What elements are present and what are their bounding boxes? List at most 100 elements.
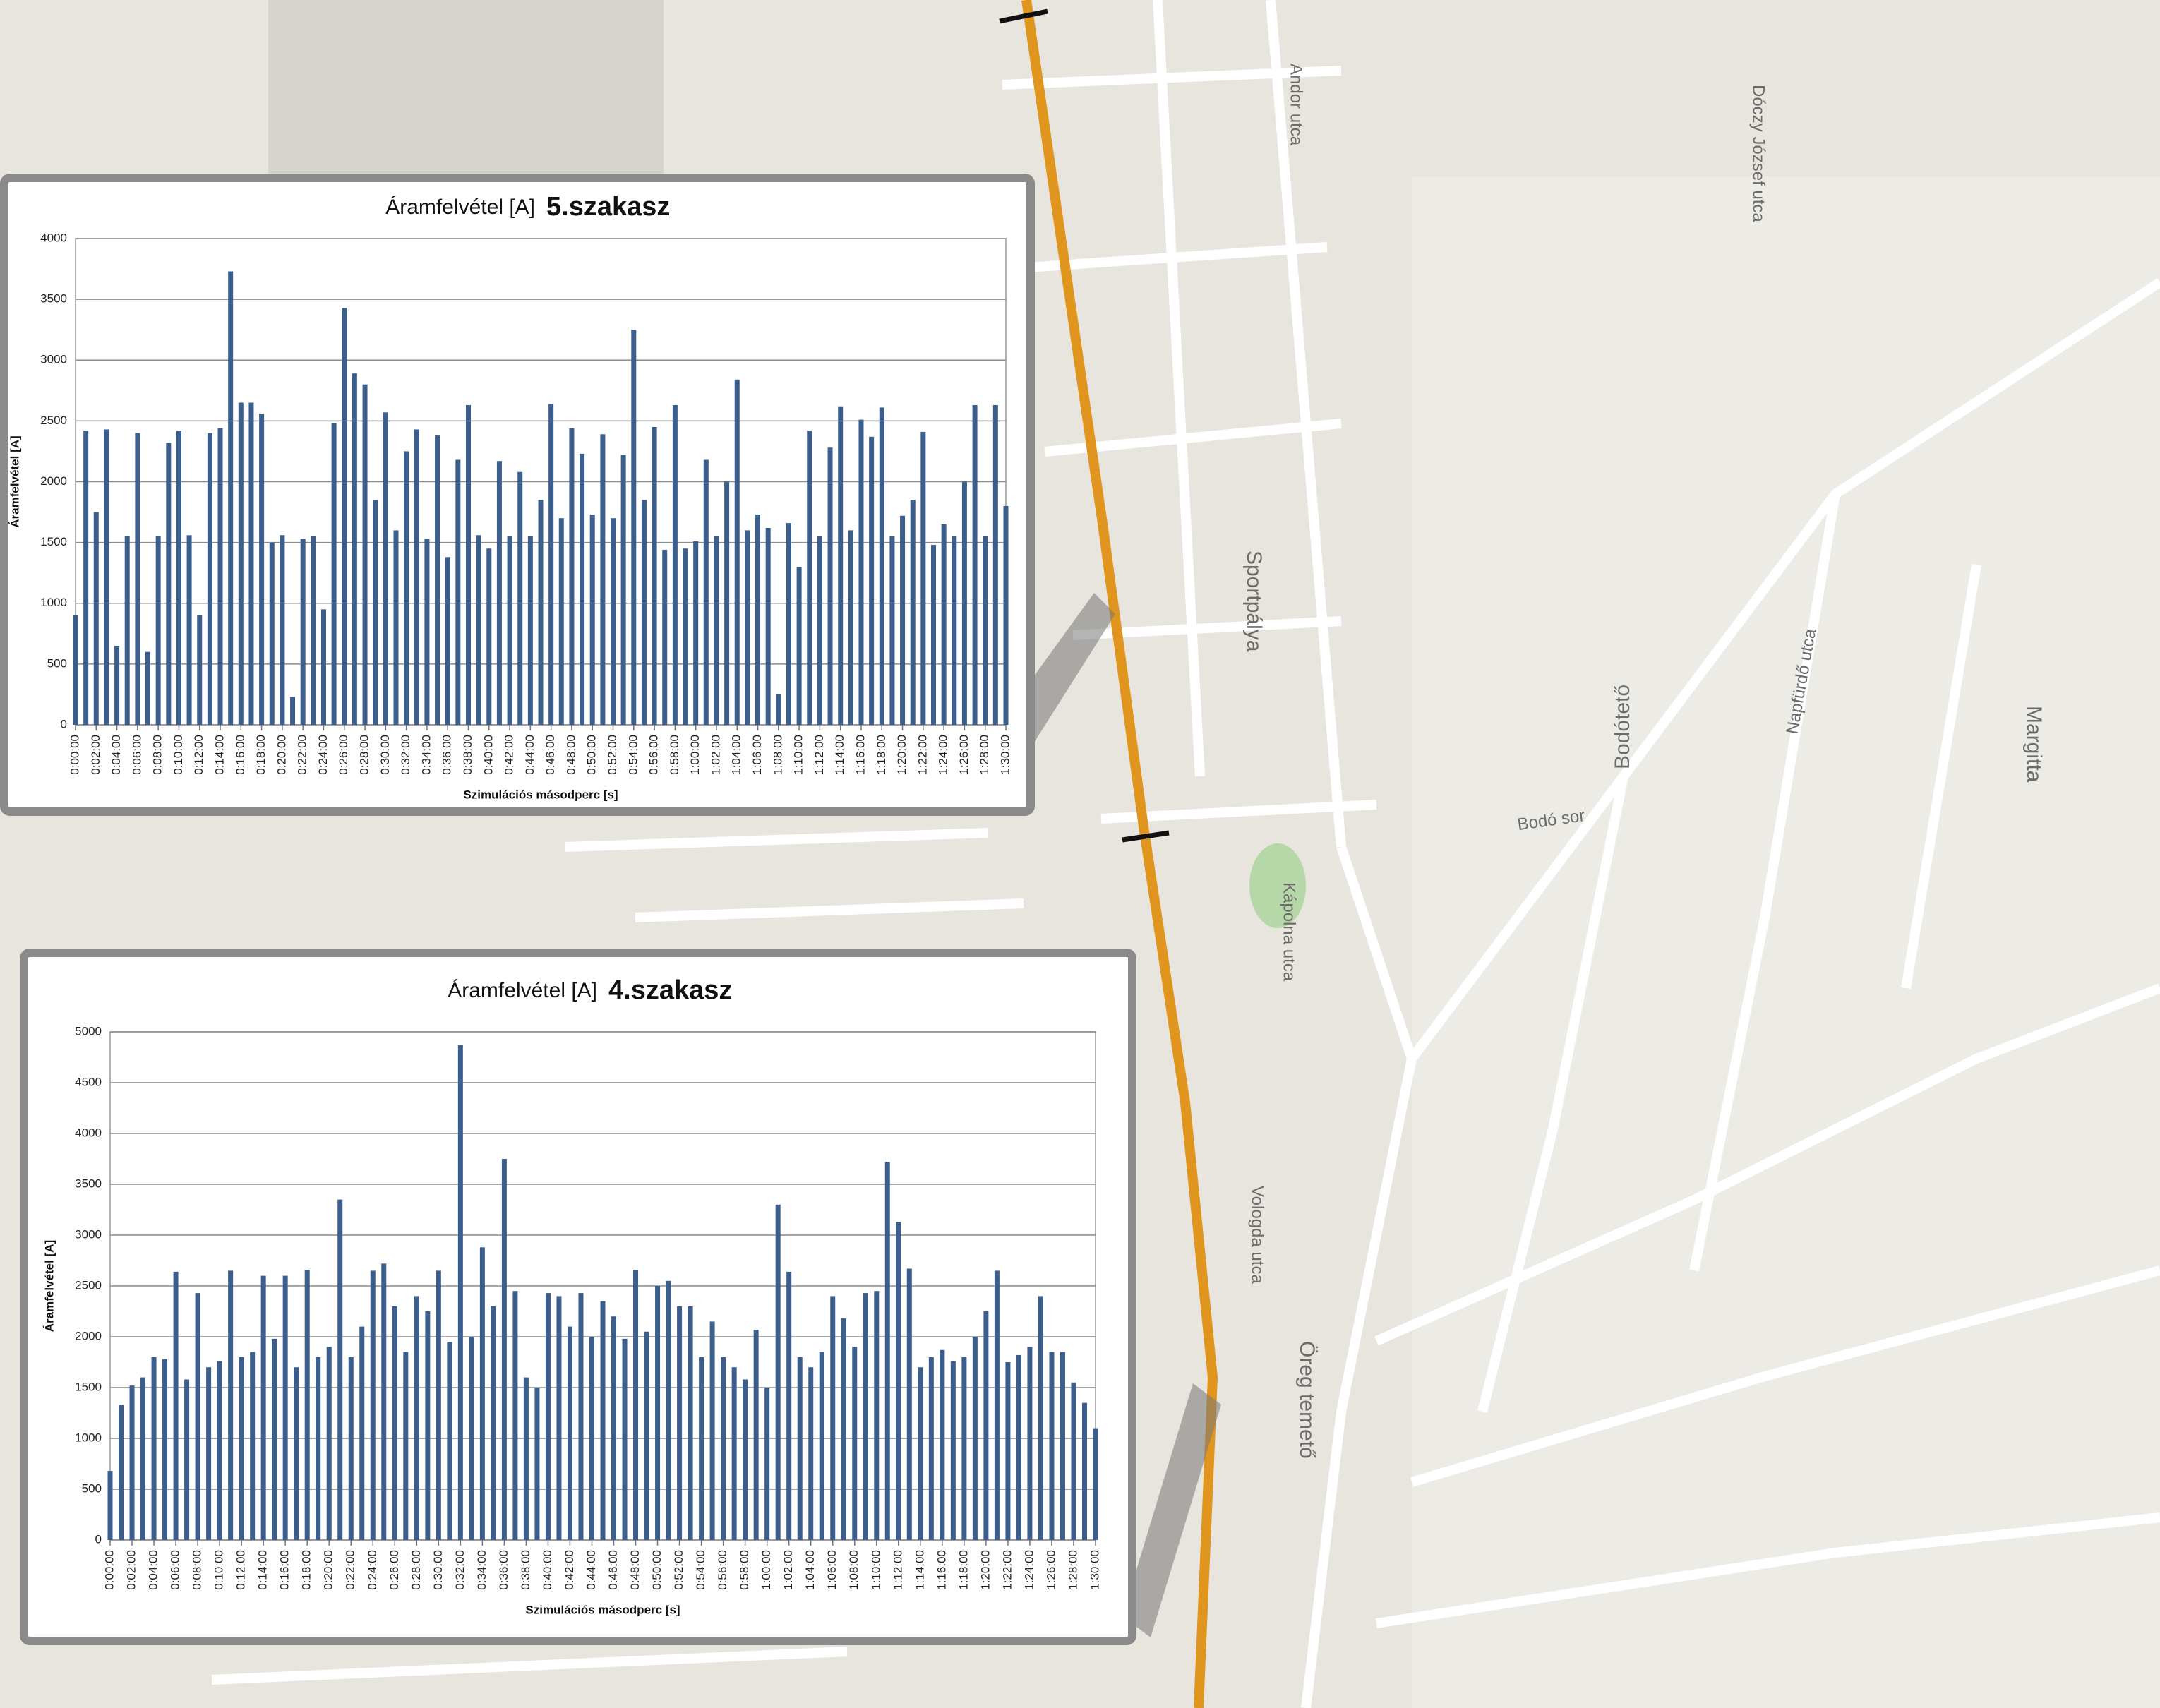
x-tick-label: 1:26:00 [1044, 1550, 1057, 1590]
x-tick-label: 0:04:00 [109, 735, 123, 775]
map-label: Andor utca [1287, 64, 1306, 146]
x-tick-label: 0:46:00 [544, 735, 557, 775]
bar [290, 697, 296, 725]
x-tick-label: 0:48:00 [564, 735, 577, 775]
bar [889, 536, 895, 725]
bar [393, 530, 399, 725]
bar [166, 443, 172, 725]
bar [819, 1352, 824, 1540]
y-tick-label: 3000 [40, 353, 67, 366]
bar [469, 1337, 474, 1540]
x-tick-label: 0:04:00 [147, 1550, 160, 1590]
x-tick-label: 0:32:00 [399, 735, 412, 775]
bar [104, 429, 109, 725]
bar [206, 1367, 212, 1540]
map-label: Sportpálya [1242, 551, 1266, 652]
bar [272, 1338, 277, 1540]
bar [983, 1311, 989, 1540]
bar [155, 536, 161, 725]
y-tick-label: 3500 [40, 292, 67, 306]
bar [217, 1361, 222, 1540]
bar [709, 1321, 715, 1540]
bar [896, 1222, 901, 1540]
x-tick-label: 1:06:00 [750, 735, 764, 775]
x-tick-label: 0:50:00 [650, 1550, 664, 1590]
bar [703, 459, 709, 725]
bar [688, 1306, 693, 1540]
bar [827, 447, 833, 725]
bar [114, 646, 120, 725]
chart-section: 5.szakasz [546, 192, 670, 222]
bar [370, 1270, 376, 1540]
bar [457, 1045, 463, 1540]
bar [644, 1331, 649, 1540]
x-tick-label: 0:22:00 [296, 735, 309, 775]
x-tick-label: 1:30:00 [1088, 1550, 1101, 1590]
x-tick-label: 1:18:00 [875, 735, 888, 775]
bar [392, 1306, 397, 1540]
y-tick-label: 4000 [40, 231, 67, 244]
x-tick-label: 0:26:00 [337, 735, 350, 775]
y-tick-label: 1000 [75, 1431, 102, 1444]
map-label: Dóczy József utca [1749, 85, 1768, 222]
bar [600, 1301, 606, 1540]
x-tick-label: 1:00:00 [760, 1550, 773, 1590]
bar [501, 1159, 507, 1540]
bar [383, 412, 388, 725]
bar [491, 1306, 496, 1540]
chart-panel: Áramfelvétel [A] 5.szakasz 0 500 1000 1500 200… [0, 174, 1035, 816]
bar [259, 414, 265, 725]
bar [207, 433, 212, 725]
bar [589, 1337, 594, 1540]
x-tick-label: 1:12:00 [891, 1550, 904, 1590]
x-tick-label: 0:54:00 [626, 735, 640, 775]
bar [743, 1379, 748, 1540]
bar [342, 308, 347, 725]
bar [280, 535, 285, 725]
bar [838, 406, 844, 725]
bar [1027, 1347, 1033, 1540]
bar [641, 500, 647, 725]
x-tick-label: 0:54:00 [694, 1550, 707, 1590]
map-label: Bodótető [1611, 685, 1634, 769]
x-tick-label: 0:16:00 [278, 1550, 292, 1590]
x-tick-label: 1:16:00 [853, 735, 867, 775]
bar [734, 379, 740, 725]
x-tick-label: 0:06:00 [169, 1550, 182, 1590]
bar [527, 536, 533, 725]
bar [765, 527, 771, 725]
bar [941, 524, 947, 725]
bar [145, 651, 151, 725]
bar [523, 1377, 529, 1540]
bar [817, 536, 822, 725]
bar [140, 1377, 146, 1540]
map-label: Margitta [2022, 706, 2046, 783]
x-tick-label: 0:42:00 [503, 735, 516, 775]
bar [238, 402, 244, 725]
bar [714, 536, 719, 725]
bar [300, 539, 306, 725]
bar [611, 518, 616, 725]
y-tick-label: 2500 [40, 414, 67, 427]
bar [1093, 1428, 1098, 1540]
x-tick-label: 0:02:00 [89, 735, 102, 775]
bar [879, 407, 884, 725]
bar [776, 694, 781, 725]
y-tick-label: 0 [95, 1532, 102, 1546]
x-tick-label: 0:34:00 [475, 1550, 488, 1590]
bar [316, 1357, 321, 1540]
road [1477, 493, 1981, 1413]
bar [269, 542, 275, 725]
x-tick-label: 1:08:00 [771, 735, 784, 775]
x-tick-label: 0:38:00 [461, 735, 474, 775]
x-tick-label: 0:40:00 [481, 735, 495, 775]
bar [961, 1357, 967, 1540]
bar [731, 1367, 737, 1540]
bar [486, 548, 492, 725]
bar [724, 481, 730, 725]
bar [447, 1342, 452, 1540]
bar [972, 404, 978, 725]
bar [186, 535, 192, 725]
